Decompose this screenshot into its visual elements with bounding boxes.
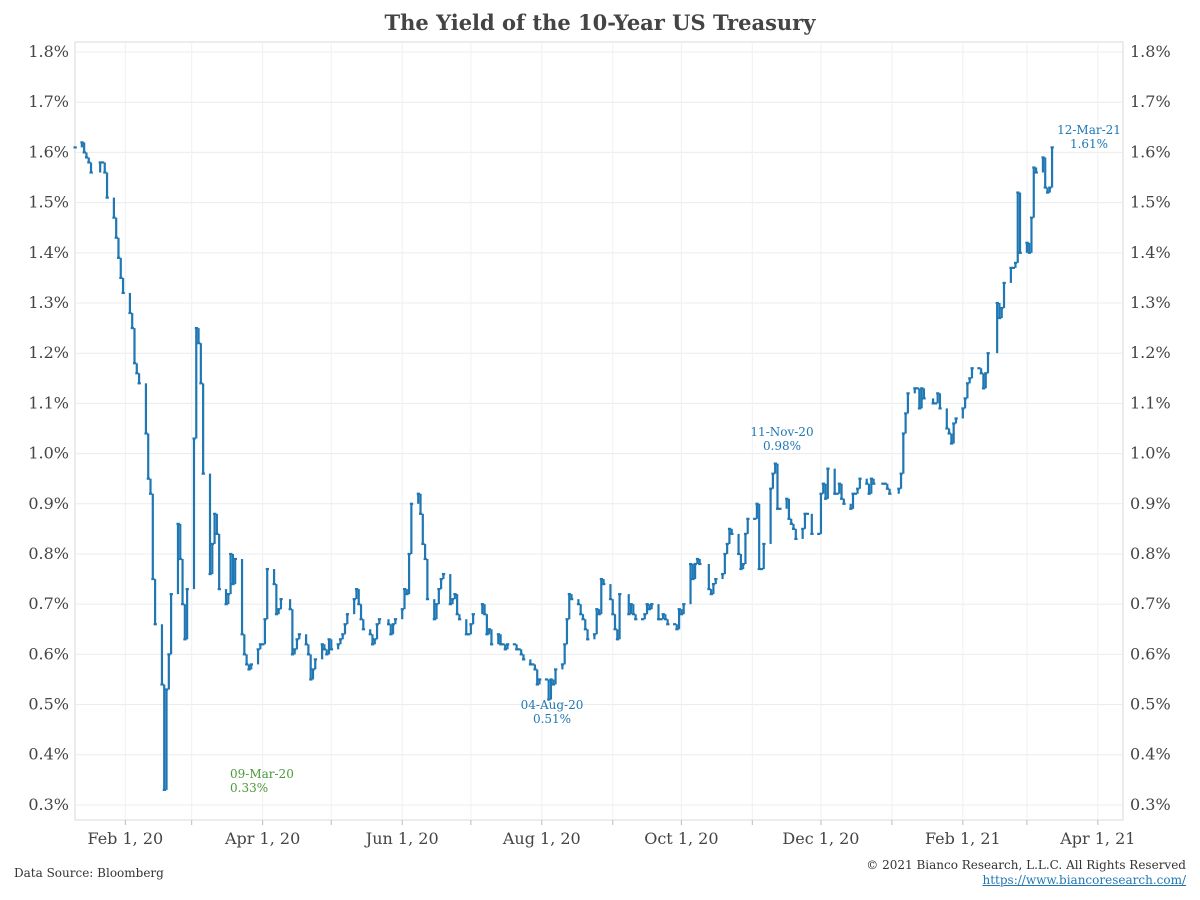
y-tick-label-right: 1.4%	[1130, 243, 1171, 262]
y-tick-label-right: 0.5%	[1130, 695, 1171, 714]
y-tick-label-right: 0.8%	[1130, 544, 1171, 563]
annotation-date: 09-Mar-20	[230, 767, 294, 781]
chart-title: The Yield of the 10-Year US Treasury	[384, 10, 816, 35]
x-tick-label: Oct 1, 20	[644, 829, 718, 848]
y-tick-label-right: 1.1%	[1130, 393, 1171, 412]
y-tick-label-left: 1.3%	[28, 293, 69, 312]
x-tick-label: Apr 1, 20	[224, 829, 300, 848]
y-tick-label-left: 0.5%	[28, 695, 69, 714]
x-tick-label: Feb 1, 20	[87, 829, 163, 848]
x-tick-label: Aug 1, 20	[502, 829, 581, 848]
y-tick-label-right: 1.3%	[1130, 293, 1171, 312]
y-tick-label-left: 1.8%	[28, 42, 69, 61]
y-tick-label-right: 1.6%	[1130, 142, 1171, 161]
y-tick-label-left: 1.0%	[28, 444, 69, 463]
x-tick-label: Jun 1, 20	[364, 829, 439, 848]
website-link[interactable]: https://www.biancoresearch.com/	[982, 873, 1186, 887]
annotation-value: 0.98%	[763, 439, 801, 453]
y-tick-label-right: 1.5%	[1130, 193, 1171, 212]
y-tick-label-right: 1.0%	[1130, 444, 1171, 463]
x-tick-label: Feb 1, 21	[925, 829, 1001, 848]
grid-layer	[74, 41, 1124, 821]
annotation-value: 1.61%	[1070, 137, 1108, 151]
y-tick-label-right: 1.7%	[1130, 92, 1171, 111]
y-tick-label-left: 0.4%	[28, 745, 69, 764]
y-tick-label-right: 0.9%	[1130, 494, 1171, 513]
y-tick-label-right: 1.8%	[1130, 42, 1171, 61]
y-tick-label-right: 0.7%	[1130, 594, 1171, 613]
annotation-value: 0.51%	[533, 712, 571, 726]
y-tick-label-right: 0.6%	[1130, 644, 1171, 663]
annotation-date: 11-Nov-20	[750, 425, 813, 439]
x-tick-label: Dec 1, 20	[782, 829, 859, 848]
y-tick-label-left: 0.9%	[28, 494, 69, 513]
data-source-note: Data Source: Bloomberg	[14, 866, 164, 880]
y-tick-label-left: 1.6%	[28, 142, 69, 161]
annotation-date: 12-Mar-21	[1057, 123, 1121, 137]
copyright-text: © 2021 Bianco Research, L.L.C. All Right…	[866, 858, 1186, 872]
x-tick-label: Apr 1, 21	[1059, 829, 1135, 848]
y-tick-label-left: 1.7%	[28, 92, 69, 111]
series-layer	[73, 141, 1054, 791]
y-tick-label-left: 1.4%	[28, 243, 69, 262]
y-tick-label-left: 0.8%	[28, 544, 69, 563]
y-tick-label-left: 0.7%	[28, 594, 69, 613]
y-tick-label-left: 1.5%	[28, 193, 69, 212]
plot-frame	[74, 41, 1124, 821]
annot-layer: 09-Mar-200.33% 04-Aug-200.51% 11-Nov-200.9…	[230, 123, 1121, 795]
y-tick-label-left: 1.1%	[28, 393, 69, 412]
annotation-value: 0.33%	[230, 781, 268, 795]
annotation-date: 04-Aug-20	[521, 698, 584, 712]
y-tick-label-right: 0.4%	[1130, 745, 1171, 764]
y-tick-label-left: 1.2%	[28, 343, 69, 362]
y-tick-label-left: 0.3%	[28, 795, 69, 814]
y-tick-label-right: 0.3%	[1130, 795, 1171, 814]
y-tick-label-right: 1.2%	[1130, 343, 1171, 362]
y-tick-label-left: 0.6%	[28, 644, 69, 663]
footer-right: © 2021 Bianco Research, L.L.C. All Right…	[866, 858, 1186, 888]
axes-layer: 1.8% 1.8% 1.7% 1.7% 1.6% 1.6% 1.5% 1.5% 1.4% 1.4%…	[28, 42, 1170, 848]
